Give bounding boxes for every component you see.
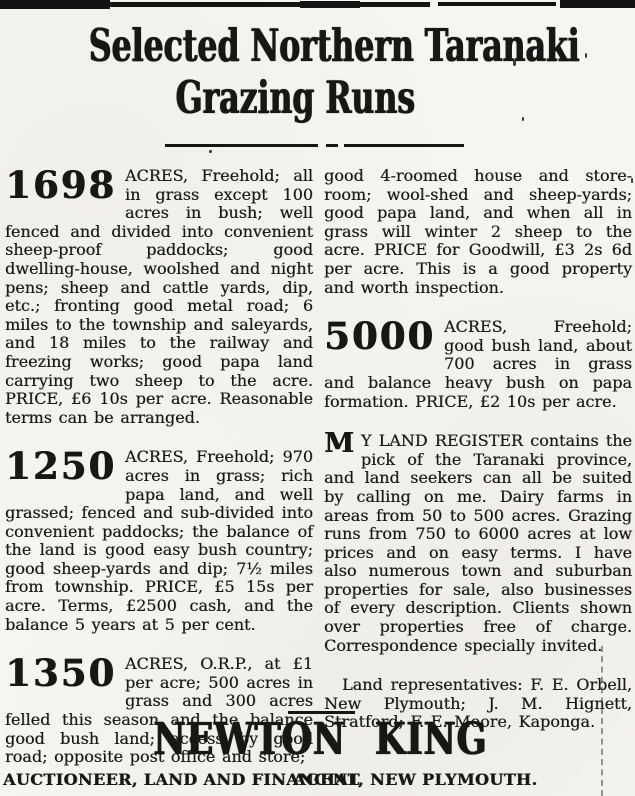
- ink-speck: [522, 117, 524, 121]
- right-column: good 4-roomed house and store-room; wool…: [324, 166, 632, 753]
- ink-speck: [513, 60, 516, 66]
- listing-1350-continuation: good 4-roomed house and store-room; wool…: [324, 166, 632, 297]
- listing-acreage-number: 1698: [5, 163, 116, 207]
- listing-acreage-number: 1350: [5, 651, 116, 696]
- listing-body-text: Land representatives: F. E. Orbell, New …: [324, 675, 632, 732]
- footer-divider-rule: [288, 711, 355, 714]
- listing-body-text: Y LAND REGISTER contains the pick of the…: [324, 431, 632, 655]
- listing-1698: 1698 ACRES, Freehold; all in grass except…: [5, 163, 313, 427]
- listing-body-text: ACRES, Freehold; all in grass except 100…: [5, 166, 313, 427]
- ad-title-line2: Grazing Runs: [175, 71, 415, 124]
- left-column: 1698 ACRES, Freehold; all in grass except…: [5, 163, 313, 788]
- advertiser-name: NEWTON KING: [153, 714, 487, 765]
- advertiser-role-left: AUCTIONEER, LAND AND FINANCIAL: [3, 770, 360, 789]
- listing-5000: 5000 ACRES, Freehold; good bush land, abo…: [324, 314, 632, 411]
- listing-acreage-number: 1250: [5, 444, 116, 489]
- listing-acreage-number: 5000: [324, 314, 435, 359]
- land-representatives-paragraph: Land representatives: F. E. Orbell, New …: [324, 675, 632, 732]
- listing-1350: 1350 ACRES, O.R.P., at £1 per acre; 500 a…: [5, 651, 313, 767]
- ad-title-line1: Selected Northern Taranaki: [88, 19, 580, 72]
- ink-speck: [209, 150, 212, 153]
- listing-body-text: ACRES, O.R.P., at £1 per acre; 500 acres…: [5, 654, 313, 767]
- ad-title: Selected Northern Taranaki Grazing Runs: [0, 20, 590, 124]
- listing-1250: 1250 ACRES, Freehold; 970 acres in grass;…: [5, 444, 313, 634]
- listing-body-text: ACRES, Freehold; 970 acres in grass; ric…: [5, 447, 313, 634]
- ink-speck: [585, 53, 587, 58]
- listing-body-text: ACRES, Freehold; good bush land, about 7…: [324, 317, 632, 411]
- column-rule-dashed: [601, 646, 603, 796]
- ink-speck: [631, 178, 633, 183]
- dropcap-letter: M: [324, 428, 354, 460]
- advertiser-role-right: AGENT, NEW PLYMOUTH.: [293, 770, 538, 789]
- listing-body-text: good 4-roomed house and store-room; wool…: [324, 166, 632, 297]
